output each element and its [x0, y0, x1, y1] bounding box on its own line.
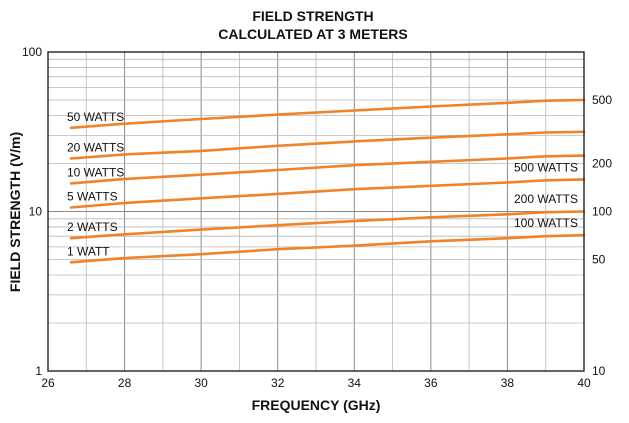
- series-label-6: 1 WATT: [67, 244, 110, 258]
- series-line-3: [69, 154, 586, 185]
- x-axis-title: FREQUENCY (GHz): [252, 397, 381, 413]
- series-line-6: [69, 233, 586, 264]
- right-tick-label: 50: [592, 253, 606, 267]
- series-label-4: 5 WATTS: [67, 189, 118, 203]
- y-axis-ticks: 1 10 100: [22, 45, 42, 378]
- y-tick-label: 10: [29, 205, 43, 219]
- right-series-label-2: 200 WATTS: [514, 192, 578, 206]
- x-tick-label: 30: [194, 376, 208, 390]
- right-tick-label: 100: [592, 205, 612, 219]
- x-tick-label: 34: [348, 376, 362, 390]
- y-tick-label: 1: [35, 364, 42, 378]
- series-label-2: 20 WATTS: [67, 140, 124, 154]
- series-label-5: 2 WATTS: [67, 220, 118, 234]
- x-tick-label: 38: [501, 376, 515, 390]
- series-lines: [69, 98, 586, 264]
- chart-title: FIELD STRENGTH: [252, 8, 373, 24]
- right-tick-label: 200: [592, 156, 612, 170]
- right-axis-ticks: 10 50 100 200 500: [592, 93, 612, 378]
- right-series-label-3: 100 WATTS: [514, 216, 578, 230]
- y-tick-label: 100: [22, 45, 42, 59]
- right-tick-label: 500: [592, 93, 612, 107]
- x-tick-label: 40: [577, 376, 591, 390]
- x-tick-label: 26: [41, 376, 55, 390]
- right-tick-label: 10: [592, 364, 606, 378]
- series-labels: 50 WATTS 20 WATTS 10 WATTS 5 WATTS 2 WATTS 1 …: [67, 110, 578, 259]
- x-tick-label: 32: [271, 376, 285, 390]
- series-line-1: [69, 98, 586, 130]
- right-series-label-1: 500 WATTS: [514, 161, 578, 175]
- x-tick-label: 36: [424, 376, 438, 390]
- series-line-4: [69, 178, 586, 209]
- plot-frame: [47, 51, 585, 372]
- y-axis-title: FIELD STRENGTH (V/m): [7, 132, 23, 292]
- series-label-3: 10 WATTS: [67, 165, 124, 179]
- x-axis-ticks: 26 28 30 32 34 36 38 40: [41, 376, 591, 390]
- chart-subtitle: CALCULATED AT 3 METERS: [218, 26, 408, 42]
- series-label-1: 50 WATTS: [67, 110, 124, 124]
- series-line-2: [69, 130, 586, 160]
- grid: [48, 52, 584, 371]
- series-line-5: [69, 210, 586, 240]
- x-tick-label: 28: [118, 376, 132, 390]
